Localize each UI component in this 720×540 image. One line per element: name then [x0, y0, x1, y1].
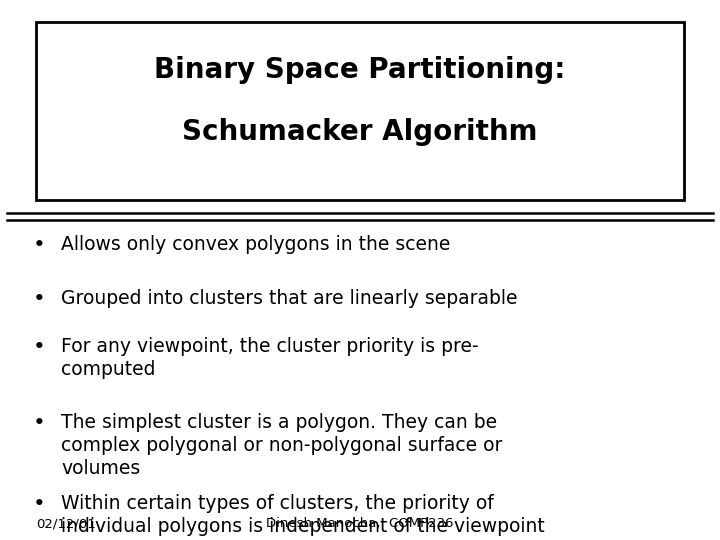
Text: Grouped into clusters that are linearly separable: Grouped into clusters that are linearly …	[61, 289, 518, 308]
Text: Allows only convex polygons in the scene: Allows only convex polygons in the scene	[61, 235, 451, 254]
Text: •: •	[33, 235, 46, 255]
Text: •: •	[33, 289, 46, 309]
Text: •: •	[33, 494, 46, 514]
Text: 02/12/01: 02/12/01	[36, 517, 96, 530]
Text: Within certain types of clusters, the priority of
individual polygons is indepen: Within certain types of clusters, the pr…	[61, 494, 545, 536]
Text: For any viewpoint, the cluster priority is pre-
computed: For any viewpoint, the cluster priority …	[61, 338, 479, 379]
Text: Dinesh Manocha,  COMP236: Dinesh Manocha, COMP236	[266, 517, 454, 530]
Text: •: •	[33, 413, 46, 433]
Text: Binary Space Partitioning:: Binary Space Partitioning:	[154, 56, 566, 84]
Text: Schumacker Algorithm: Schumacker Algorithm	[182, 118, 538, 146]
Bar	[36, 22, 684, 200]
Text: The simplest cluster is a polygon. They can be
complex polygonal or non-polygona: The simplest cluster is a polygon. They …	[61, 413, 503, 477]
Text: •: •	[33, 338, 46, 357]
